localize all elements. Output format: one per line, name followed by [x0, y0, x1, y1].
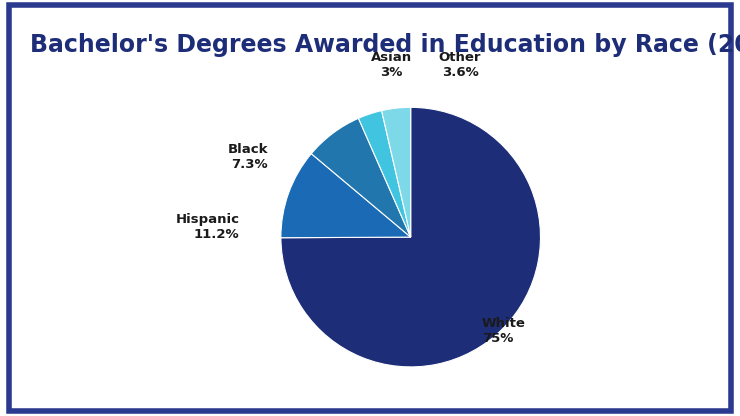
Wedge shape: [281, 154, 411, 238]
Wedge shape: [358, 111, 411, 237]
Text: Bachelor's Degrees Awarded in Education by Race (2018–19): Bachelor's Degrees Awarded in Education …: [30, 33, 740, 57]
Wedge shape: [382, 107, 411, 237]
Wedge shape: [312, 118, 411, 237]
Text: Asian
3%: Asian 3%: [371, 51, 411, 79]
Text: White
75%: White 75%: [482, 317, 526, 344]
Text: Black
7.3%: Black 7.3%: [227, 143, 268, 171]
Wedge shape: [281, 107, 540, 367]
Text: Other
3.6%: Other 3.6%: [439, 51, 481, 79]
Text: Hispanic
11.2%: Hispanic 11.2%: [175, 213, 239, 241]
